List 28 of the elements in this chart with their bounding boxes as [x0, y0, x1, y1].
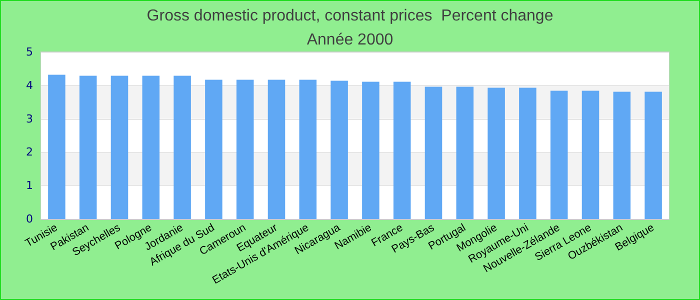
bar — [268, 80, 286, 219]
bar — [110, 76, 128, 219]
bar — [142, 76, 160, 219]
bar — [393, 82, 411, 219]
bar — [48, 74, 66, 219]
bar — [456, 86, 474, 219]
y-tick-label: 4 — [26, 78, 33, 92]
chart-title: Gross domestic product, constant prices Percent change — [146, 8, 554, 24]
bar — [550, 90, 568, 219]
y-tick-label: 5 — [26, 46, 33, 58]
y-tick-label: 1 — [26, 179, 33, 192]
bar — [79, 76, 97, 219]
bar — [582, 90, 600, 219]
bar — [236, 80, 254, 219]
bar — [519, 88, 536, 219]
bar — [613, 92, 631, 219]
bar — [205, 80, 222, 219]
bar — [424, 86, 442, 219]
bar — [174, 76, 191, 219]
bar — [299, 80, 317, 219]
y-tick-label: 2 — [26, 146, 33, 159]
y-tick-label: 3 — [26, 112, 33, 126]
bar — [362, 82, 380, 219]
bar — [488, 88, 505, 219]
bar — [330, 80, 348, 219]
bar — [644, 92, 662, 219]
chart-subtitle: Année 2000 — [306, 32, 394, 48]
y-tick-label: 0 — [26, 212, 33, 226]
